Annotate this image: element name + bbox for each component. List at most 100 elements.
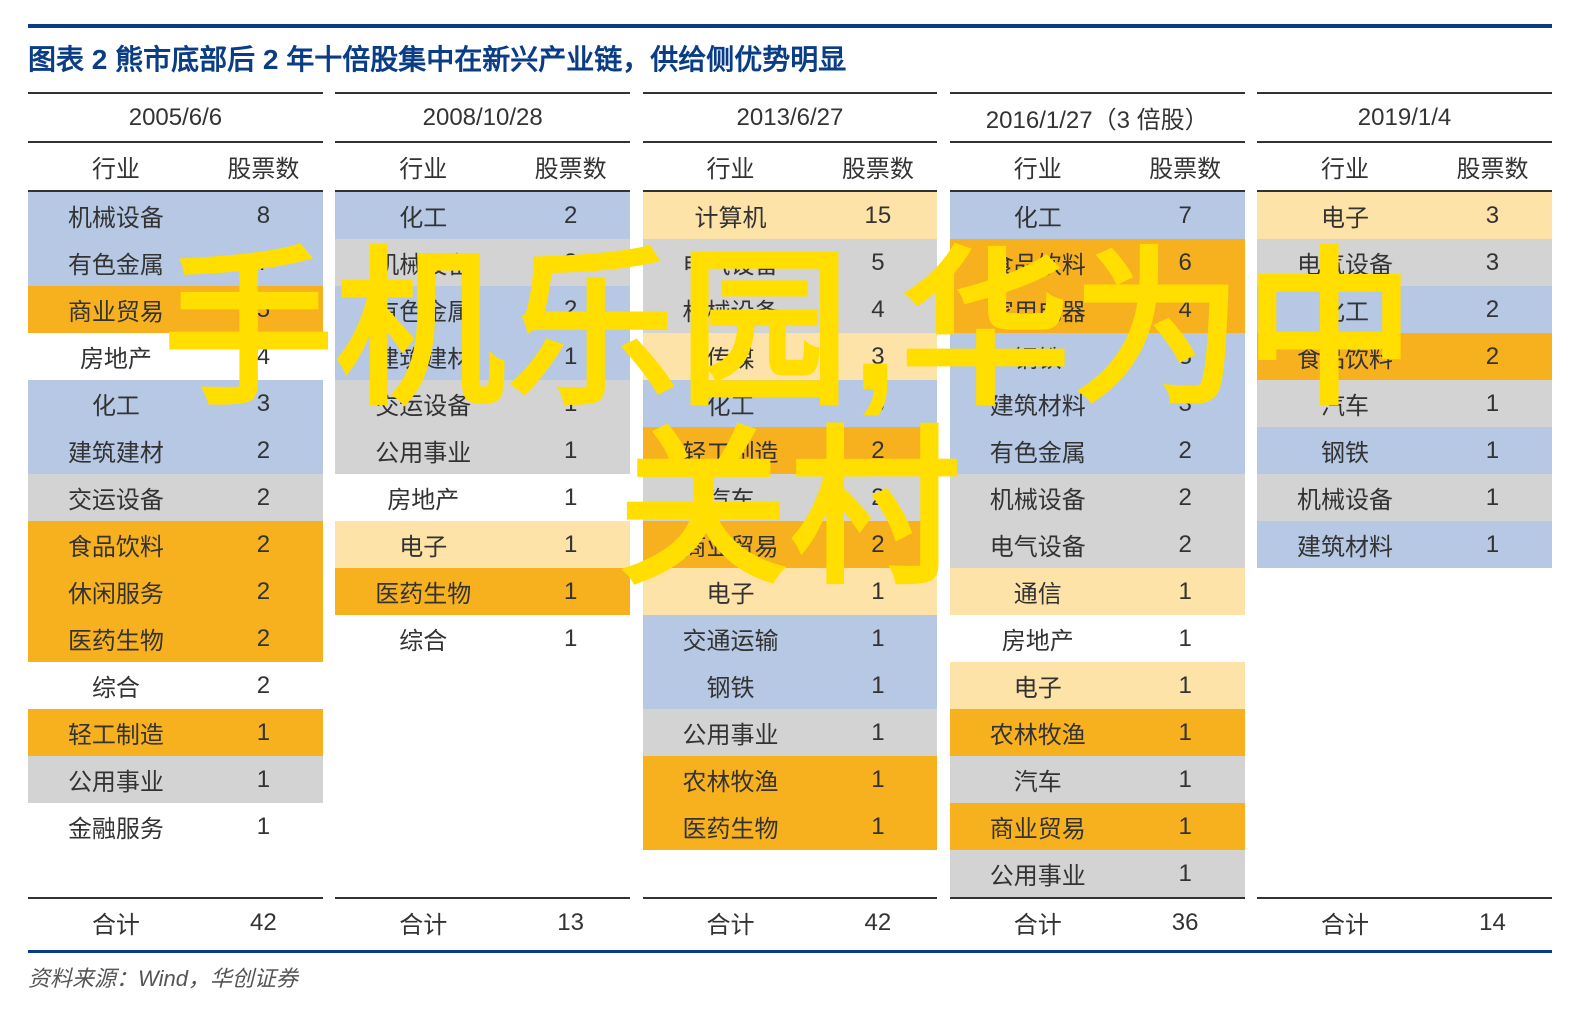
cell-industry bbox=[643, 850, 819, 898]
cell-count bbox=[1433, 803, 1552, 850]
cell-industry: 化工 bbox=[950, 191, 1126, 239]
cell-industry: 机械设备 bbox=[950, 474, 1126, 521]
total-value: 42 bbox=[818, 898, 937, 946]
cell-count: 1 bbox=[511, 333, 630, 380]
cell-count: 2 bbox=[818, 427, 937, 474]
cell-count bbox=[818, 850, 937, 898]
cell-count bbox=[511, 850, 630, 898]
group-header: 2019/1/4 bbox=[1257, 93, 1552, 142]
cell-count: 1 bbox=[1126, 662, 1245, 709]
cell-count: 3 bbox=[818, 333, 937, 380]
cell-count: 1 bbox=[1126, 803, 1245, 850]
cell-industry: 机械设备 bbox=[643, 286, 819, 333]
cell-count: 1 bbox=[204, 803, 323, 850]
cell-count: 1 bbox=[1126, 615, 1245, 662]
cell-count: 3 bbox=[818, 380, 937, 427]
cell-industry: 家用电器 bbox=[950, 286, 1126, 333]
table-row: 交运设备2房地产1汽车2机械设备2机械设备1 bbox=[28, 474, 1552, 521]
cell-industry bbox=[1257, 662, 1433, 709]
cell-count: 1 bbox=[1126, 756, 1245, 803]
col-count: 股票数 bbox=[818, 142, 937, 191]
total-value: 36 bbox=[1126, 898, 1245, 946]
cell-count: 2 bbox=[1126, 474, 1245, 521]
cell-count bbox=[204, 850, 323, 898]
cell-industry: 房地产 bbox=[950, 615, 1126, 662]
table-row: 公用事业1 bbox=[28, 850, 1552, 898]
col-count: 股票数 bbox=[1126, 142, 1245, 191]
group-header: 2016/1/27（3 倍股） bbox=[950, 93, 1245, 142]
table-wrap: 2005/6/62008/10/282013/6/272016/1/27（3 倍… bbox=[28, 92, 1552, 953]
total-label: 合计 bbox=[335, 898, 511, 946]
cell-industry bbox=[1257, 803, 1433, 850]
cell-industry: 建筑建材 bbox=[335, 333, 511, 380]
col-industry: 行业 bbox=[1257, 142, 1433, 191]
cell-industry: 房地产 bbox=[335, 474, 511, 521]
cell-count bbox=[1433, 662, 1552, 709]
cell-count bbox=[1433, 615, 1552, 662]
cell-industry bbox=[1257, 615, 1433, 662]
cell-industry: 轻工制造 bbox=[643, 427, 819, 474]
total-value: 13 bbox=[511, 898, 630, 946]
cell-industry: 交运设备 bbox=[335, 380, 511, 427]
cell-count: 1 bbox=[511, 615, 630, 662]
cell-industry: 轻工制造 bbox=[28, 709, 204, 756]
cell-industry: 商业贸易 bbox=[28, 286, 204, 333]
table-row: 综合2钢铁1电子1 bbox=[28, 662, 1552, 709]
cell-count: 1 bbox=[204, 756, 323, 803]
cell-industry: 金融服务 bbox=[28, 803, 204, 850]
table-row: 医药生物2综合1交通运输1房地产1 bbox=[28, 615, 1552, 662]
cell-count: 5 bbox=[818, 239, 937, 286]
cell-industry: 传媒 bbox=[643, 333, 819, 380]
source-line: 资料来源：Wind，华创证券 bbox=[28, 961, 1552, 993]
cell-industry: 建筑材料 bbox=[1257, 521, 1433, 568]
cell-count: 6 bbox=[1126, 239, 1245, 286]
cell-industry: 钢铁 bbox=[950, 333, 1126, 380]
cell-industry: 计算机 bbox=[643, 191, 819, 239]
group-header: 2008/10/28 bbox=[335, 93, 630, 142]
cell-count: 1 bbox=[818, 756, 937, 803]
table-row: 建筑建材2公用事业1轻工制造2有色金属2钢铁1 bbox=[28, 427, 1552, 474]
cell-count: 1 bbox=[511, 427, 630, 474]
cell-count: 8 bbox=[204, 191, 323, 239]
cell-industry bbox=[335, 709, 511, 756]
cell-count: 1 bbox=[511, 380, 630, 427]
cell-count: 2 bbox=[818, 521, 937, 568]
cell-industry: 建筑建材 bbox=[28, 427, 204, 474]
cell-count: 1 bbox=[1433, 427, 1552, 474]
total-value: 42 bbox=[204, 898, 323, 946]
cell-industry: 医药生物 bbox=[335, 568, 511, 615]
cell-count: 5 bbox=[204, 286, 323, 333]
cell-count: 1 bbox=[511, 474, 630, 521]
cell-count bbox=[511, 756, 630, 803]
table-row: 化工3交运设备1化工3建筑材料3汽车1 bbox=[28, 380, 1552, 427]
cell-industry bbox=[1257, 709, 1433, 756]
cell-industry bbox=[28, 850, 204, 898]
cell-industry: 化工 bbox=[335, 191, 511, 239]
cell-industry: 农林牧渔 bbox=[950, 709, 1126, 756]
cell-count: 1 bbox=[1433, 474, 1552, 521]
table-row: 轻工制造1公用事业1农林牧渔1 bbox=[28, 709, 1552, 756]
cell-industry: 公用事业 bbox=[335, 427, 511, 474]
cell-industry: 医药生物 bbox=[28, 615, 204, 662]
cell-count: 1 bbox=[818, 709, 937, 756]
table-row: 房地产4建筑建材1传媒3钢铁3食品饮料2 bbox=[28, 333, 1552, 380]
cell-count: 3 bbox=[1126, 333, 1245, 380]
col-count: 股票数 bbox=[511, 142, 630, 191]
cell-industry: 钢铁 bbox=[1257, 427, 1433, 474]
cell-count: 7 bbox=[204, 239, 323, 286]
cell-industry: 公用事业 bbox=[28, 756, 204, 803]
cell-industry: 休闲服务 bbox=[28, 568, 204, 615]
data-table: 2005/6/62008/10/282013/6/272016/1/27（3 倍… bbox=[28, 92, 1552, 946]
table-row: 商业贸易5有色金属2机械设备4家用电器4化工2 bbox=[28, 286, 1552, 333]
cell-industry: 电子 bbox=[950, 662, 1126, 709]
chart-title: 图表 2 熊市底部后 2 年十倍股集中在新兴产业链，供给侧优势明显 bbox=[28, 24, 1552, 78]
cell-count: 4 bbox=[1126, 286, 1245, 333]
cell-count: 1 bbox=[818, 662, 937, 709]
cell-count: 2 bbox=[511, 286, 630, 333]
cell-count: 2 bbox=[1126, 427, 1245, 474]
cell-count bbox=[1433, 756, 1552, 803]
col-industry: 行业 bbox=[950, 142, 1126, 191]
cell-count bbox=[511, 803, 630, 850]
cell-count: 2 bbox=[1433, 333, 1552, 380]
cell-count: 4 bbox=[204, 333, 323, 380]
